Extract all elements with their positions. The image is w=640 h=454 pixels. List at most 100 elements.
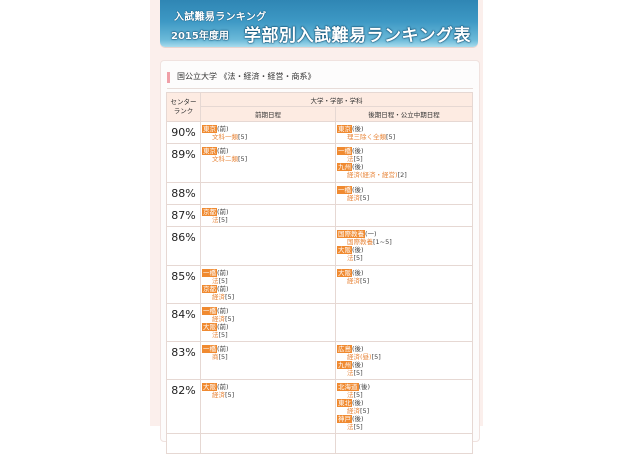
schedule-label: (前) — [217, 323, 229, 331]
late-schedule-cell — [335, 204, 473, 227]
rank-cell: 82% — [166, 379, 201, 434]
university-tag[interactable]: 広島 — [337, 345, 352, 353]
university-entry: 京都(前) — [202, 208, 335, 216]
department-link[interactable]: 経済(昼) — [347, 353, 372, 361]
department-link[interactable]: 経済(経済・経営) — [347, 171, 398, 179]
department-line: 経済[5] — [337, 407, 472, 415]
department-link[interactable]: 法 — [347, 254, 354, 262]
department-link[interactable]: 法 — [212, 277, 219, 285]
department-line: 法[5] — [337, 391, 472, 399]
department-link[interactable]: 文科一類 — [212, 133, 238, 141]
early-schedule-cell: 大阪(前) 経済[5] — [200, 379, 336, 434]
department-line: 経済(経済・経営)[2] — [337, 171, 472, 179]
department-line: 法[5] — [202, 331, 335, 339]
department-line: 法[5] — [202, 216, 335, 224]
university-tag[interactable]: 一橋 — [337, 186, 352, 194]
university-tag[interactable]: 神戸 — [337, 415, 352, 423]
university-tag[interactable]: 一橋 — [202, 345, 217, 353]
department-link[interactable]: 経済 — [212, 315, 225, 323]
university-tag[interactable]: 東北 — [337, 399, 352, 407]
table-row: 83% 一橋(前) 商[5] 広島(後) 経済(昼)[5] 九州(後) 法[5] — [166, 341, 473, 380]
department-link[interactable]: 商 — [212, 353, 219, 361]
department-line: 文科二類[5] — [202, 155, 335, 163]
university-tag[interactable]: 九州 — [337, 361, 352, 369]
university-tag[interactable]: 東京 — [337, 125, 352, 133]
department-link[interactable]: 経済 — [347, 407, 360, 415]
department-link[interactable]: 法 — [212, 331, 219, 339]
university-tag[interactable]: 京都 — [202, 208, 217, 216]
schedule-label: (後) — [352, 345, 364, 353]
late-schedule-cell: 大阪(後) 経済[5] — [335, 265, 473, 304]
rank-cell: 85% — [166, 265, 201, 304]
department-link[interactable]: 文科二類 — [212, 155, 238, 163]
subject-count: [5] — [238, 133, 248, 141]
late-schedule-cell: 国際教養(一) 国際教養[1~5] 大阪(後) 法[5] — [335, 226, 473, 266]
subject-count: [2] — [397, 171, 407, 179]
table-row: 87% 京都(前) 法[5] — [166, 204, 473, 227]
schedule-label: (前) — [217, 125, 229, 133]
department-link[interactable]: 経済 — [347, 277, 360, 285]
table-row: 82% 大阪(前) 経済[5] 北海道(後) 法[5] 東北(後) 経済[5] 神戸(後) 法[… — [166, 379, 473, 434]
subject-count: [5] — [225, 293, 235, 301]
department-line: 法[5] — [202, 277, 335, 285]
department-link[interactable]: 経済 — [212, 391, 225, 399]
rank-cell: 89% — [166, 143, 201, 183]
university-entry: 九州(後) — [337, 163, 472, 171]
university-tag[interactable]: 東京 — [202, 125, 217, 133]
department-line: 経済[5] — [337, 194, 472, 202]
header-rank-line1: センター — [170, 98, 197, 106]
schedule-label: (後) — [358, 383, 371, 391]
table-row: 85% 一橋(前) 法[5] 京都(前) 経済[5] 大阪(後) 経済[5] — [166, 265, 473, 304]
section-title: 国公立大学 《法・経済・経営・商系》 — [177, 72, 316, 81]
university-tag[interactable]: 一橋 — [337, 147, 352, 155]
schedule-label: (前) — [217, 269, 229, 277]
rank-cell: 86% — [166, 226, 201, 266]
university-tag[interactable]: 大阪 — [202, 383, 217, 391]
university-tag[interactable]: 大阪 — [337, 269, 352, 277]
department-link[interactable]: 理三除く全類 — [347, 133, 386, 141]
university-tag[interactable]: 東京 — [202, 147, 217, 155]
rank-cell: 84% — [166, 303, 201, 342]
department-link[interactable]: 法 — [347, 391, 354, 399]
schedule-label: (後) — [352, 163, 364, 171]
empty-cell — [335, 433, 473, 454]
department-line: 国際教養[1~5] — [337, 238, 472, 246]
university-tag[interactable]: 大阪 — [337, 246, 352, 254]
department-link[interactable]: 国際教養 — [347, 238, 373, 246]
table-row: 89% 東京(前) 文科二類[5] 一橋(後) 法[5] 九州(後) 経済(経済・経営)[2… — [166, 143, 473, 183]
subject-count: [5] — [218, 277, 228, 285]
department-link[interactable]: 経済 — [347, 194, 360, 202]
early-schedule-cell: 東京(前) 文科二類[5] — [200, 143, 336, 183]
subject-count: [5] — [225, 391, 235, 399]
department-link[interactable]: 法 — [347, 155, 354, 163]
empty-cell — [200, 433, 336, 454]
early-schedule-cell: 一橋(前) 商[5] — [200, 341, 336, 380]
subject-count: [1~5] — [373, 238, 392, 246]
department-link[interactable]: 法 — [212, 216, 219, 224]
university-tag[interactable]: 北海道 — [337, 383, 359, 391]
university-entry: 一橋(前) — [202, 345, 335, 353]
schedule-label: (後) — [352, 246, 364, 254]
university-tag[interactable]: 京都 — [202, 285, 217, 293]
subject-count: [5] — [218, 331, 228, 339]
department-line: 法[5] — [337, 254, 472, 262]
university-tag[interactable]: 九州 — [337, 163, 352, 171]
department-line: 経済[5] — [202, 293, 335, 301]
department-link[interactable]: 経済 — [212, 293, 225, 301]
subject-count: [5] — [360, 194, 370, 202]
subject-count: [5] — [360, 407, 370, 415]
university-entry: 一橋(後) — [337, 186, 472, 194]
early-schedule-cell — [200, 182, 336, 205]
university-tag[interactable]: 大阪 — [202, 323, 217, 331]
late-schedule-cell: 一橋(後) 法[5] 九州(後) 経済(経済・経営)[2] — [335, 143, 473, 183]
university-tag[interactable]: 国際教養 — [337, 230, 365, 238]
department-line: 文科一類[5] — [202, 133, 335, 141]
university-tag[interactable]: 一橋 — [202, 269, 217, 277]
department-line: 法[5] — [337, 369, 472, 377]
late-schedule-cell — [335, 303, 473, 342]
subject-count: [5] — [353, 423, 363, 431]
university-entry: 国際教養(一) — [337, 230, 472, 238]
university-tag[interactable]: 一橋 — [202, 307, 217, 315]
schedule-label: (後) — [352, 415, 364, 423]
department-link[interactable]: 法 — [347, 369, 354, 377]
